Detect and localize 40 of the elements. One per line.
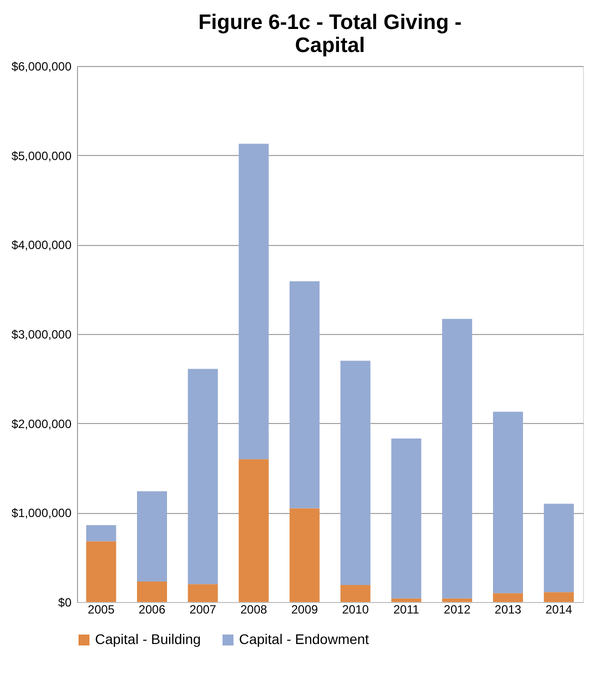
bar <box>188 584 218 602</box>
y-tick-label: $6,000,000 <box>11 60 72 74</box>
bar <box>238 144 269 460</box>
bar <box>340 585 370 602</box>
x-tick-label: 2013 <box>494 602 522 616</box>
bar <box>544 504 574 592</box>
y-tick-label: $1,000,000 <box>11 506 72 520</box>
x-tick-label: 2007 <box>190 602 217 616</box>
chart-title: Figure 6-1c - Total Giving - Capital <box>198 11 462 57</box>
bar <box>86 541 116 602</box>
bar <box>137 491 168 582</box>
x-tick-label: 2009 <box>291 602 318 616</box>
bar <box>290 281 320 508</box>
bar <box>391 438 422 598</box>
bar <box>238 459 269 602</box>
y-tick-label: $4,000,000 <box>11 238 72 252</box>
x-tick-label: 2014 <box>545 602 573 616</box>
x-tick-label: 2010 <box>342 602 370 616</box>
legend-label: Capital - Building <box>95 631 201 647</box>
y-tick-label: $5,000,000 <box>11 148 72 163</box>
bar <box>442 318 472 598</box>
bar <box>340 360 370 586</box>
x-tick-label: 2008 <box>240 602 268 616</box>
x-tick-label: 2011 <box>393 602 420 616</box>
bar <box>188 368 218 584</box>
bar <box>442 598 472 602</box>
bar <box>391 598 422 602</box>
bar <box>492 593 523 602</box>
x-tick-label: 2012 <box>444 602 471 616</box>
x-tick-label: 2006 <box>138 602 166 616</box>
bar <box>137 581 168 602</box>
bar <box>544 592 574 602</box>
legend-label: Capital - Endowment <box>239 631 370 647</box>
bar <box>492 412 523 594</box>
bar <box>290 508 320 602</box>
y-tick-label: $0 <box>58 596 72 610</box>
y-tick-label: $3,000,000 <box>11 328 72 342</box>
bar <box>86 525 116 542</box>
y-tick-label: $2,000,000 <box>11 416 72 431</box>
x-tick-label: 2005 <box>88 602 115 616</box>
